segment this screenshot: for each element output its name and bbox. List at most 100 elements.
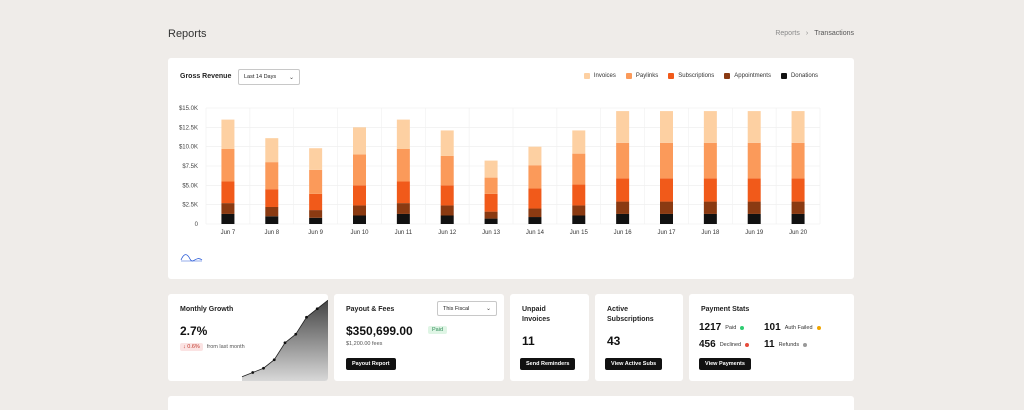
x-tick-label: Jun 18 — [701, 230, 720, 236]
bar-segment-subscriptions — [572, 184, 586, 206]
bar-segment-paylinks — [616, 142, 630, 179]
view-active-subs-button[interactable]: View Active Subs — [605, 358, 663, 370]
payout-report-button[interactable]: Payout Report — [346, 358, 396, 370]
bar-segment-invoices — [616, 111, 630, 143]
legend-item-donations[interactable]: Donations — [780, 73, 818, 79]
monthly-growth-title: Monthly Growth — [180, 306, 234, 313]
bar-segment-subscriptions — [747, 178, 761, 202]
bar-segment-paylinks — [703, 142, 717, 179]
bar-segment-appointments — [484, 211, 498, 219]
bar-segment-appointments — [440, 205, 454, 216]
stat-auth-failed: 101 Auth Failed — [764, 322, 821, 333]
date-range-value: Last 14 Days — [244, 74, 277, 80]
legend-label: Donations — [790, 73, 818, 79]
status-dot — [816, 325, 821, 330]
bar-segment-paylinks — [440, 155, 454, 186]
bar-segment-subscriptions — [660, 178, 673, 202]
bar-segment-subscriptions — [703, 178, 717, 202]
y-tick-label: $7.5K — [182, 164, 198, 170]
send-reminders-button[interactable]: Send Reminders — [520, 358, 576, 370]
x-tick-label: Jun 15 — [570, 230, 589, 236]
bar-segment-invoices — [353, 127, 366, 155]
x-tick-label: Jun 20 — [789, 230, 808, 236]
growth-point — [305, 315, 308, 319]
bar-segment-donations — [309, 217, 323, 224]
bar-segment-invoices — [265, 138, 279, 163]
bar-segment-invoices — [660, 111, 673, 143]
period-value: This Fiscal — [443, 305, 470, 312]
gross-revenue-card: 0 $2.5K $5.0K $7.5K $10.0K $12.5K $15.0K Jun 7 J… — [168, 58, 854, 279]
bar-segment-appointments — [572, 205, 586, 216]
status-badge: Paid — [428, 326, 448, 334]
x-tick-label: Jun 19 — [745, 230, 764, 236]
bar-segment-appointments — [616, 201, 630, 214]
legend-item-invoices[interactable]: Invoices — [583, 73, 616, 79]
legend-label: Subscriptions — [678, 73, 715, 79]
bar-segment-invoices — [309, 148, 323, 170]
bar-segment-paylinks — [353, 154, 366, 186]
bar-segment-subscriptions — [396, 181, 410, 204]
legend-swatch — [583, 73, 590, 79]
growth-area — [242, 300, 328, 381]
x-tick-label: Jun 16 — [614, 230, 633, 236]
payout-fees-title: Payout & Fees — [346, 306, 395, 313]
status-dot — [740, 325, 745, 330]
bar-segment-appointments — [309, 210, 323, 218]
bar-segment-invoices — [703, 111, 717, 143]
bar-segment-appointments — [265, 206, 279, 217]
bar-segment-donations — [484, 218, 498, 224]
payment-stats-card: Payment Stats 1217 Paid 101 Auth Failed … — [689, 294, 854, 381]
bar-segment-invoices — [572, 130, 586, 154]
growth-value: 2.7% — [180, 324, 208, 338]
x-tick-label: Jun 13 — [482, 230, 501, 236]
active-title-line1: Active — [607, 306, 629, 313]
period-select[interactable]: This Fiscal ⌄ — [437, 301, 497, 316]
y-tick-label: 0 — [195, 222, 199, 228]
legend-item-paylinks[interactable]: Paylinks — [625, 73, 658, 79]
bar-segment-paylinks — [791, 142, 805, 179]
y-tick-label: $2.5K — [182, 203, 198, 209]
bar-segment-invoices — [221, 119, 235, 149]
legend-item-subscriptions[interactable]: Subscriptions — [668, 73, 714, 79]
x-tick-label: Jun 11 — [395, 230, 413, 236]
breadcrumb-reports[interactable]: Reports — [775, 30, 800, 37]
bar-segment-invoices — [528, 146, 542, 166]
bar-segment-subscriptions — [221, 181, 235, 204]
bar-segment-invoices — [791, 111, 805, 143]
bar-segment-donations — [616, 213, 630, 224]
bar-segment-donations — [265, 216, 279, 224]
stat-refunds: 11 Refunds — [764, 339, 808, 350]
bar-segment-paylinks — [572, 153, 586, 185]
growth-point — [251, 371, 255, 374]
chart-type-icon[interactable] — [180, 251, 204, 263]
unpaid-title-line1: Unpaid — [522, 306, 546, 313]
bar-segment-appointments — [747, 201, 761, 214]
legend-item-appointments[interactable]: Appointments — [724, 73, 771, 79]
bar-segment-invoices — [396, 119, 410, 149]
chevron-down-icon: ⌄ — [485, 306, 491, 312]
growth-point — [283, 341, 287, 345]
bar-segment-paylinks — [265, 162, 279, 190]
x-tick-label: Jun 7 — [221, 230, 236, 236]
bar-segment-donations — [660, 213, 673, 224]
payment-stats-title: Payment Stats — [701, 306, 750, 313]
stat-num: 456 — [699, 339, 716, 350]
bar-segment-paylinks — [484, 177, 498, 194]
active-count: 43 — [607, 334, 621, 348]
bar-segment-appointments — [396, 203, 410, 214]
page-title: Reports — [168, 28, 207, 40]
x-tick-label: Jun 8 — [264, 230, 279, 236]
bar-segment-appointments — [703, 201, 717, 214]
y-tick-label: $10.0K — [179, 145, 198, 151]
breadcrumb: Reports › Transactions — [775, 30, 854, 37]
active-title-line2: Subscriptions — [607, 316, 654, 323]
unpaid-count: 11 — [522, 334, 535, 348]
delta-badge: ↓ 0.6% — [180, 343, 203, 351]
view-payments-button[interactable]: View Payments — [699, 358, 751, 370]
date-range-select[interactable]: Last 14 Days ⌄ — [238, 69, 300, 85]
status-dot — [803, 342, 808, 347]
growth-sparkline — [241, 299, 328, 381]
x-tick-label: Jun 9 — [308, 230, 323, 236]
unpaid-invoices-title: Unpaid Invoices — [522, 305, 550, 325]
stat-paid: 1217 Paid — [699, 322, 745, 333]
